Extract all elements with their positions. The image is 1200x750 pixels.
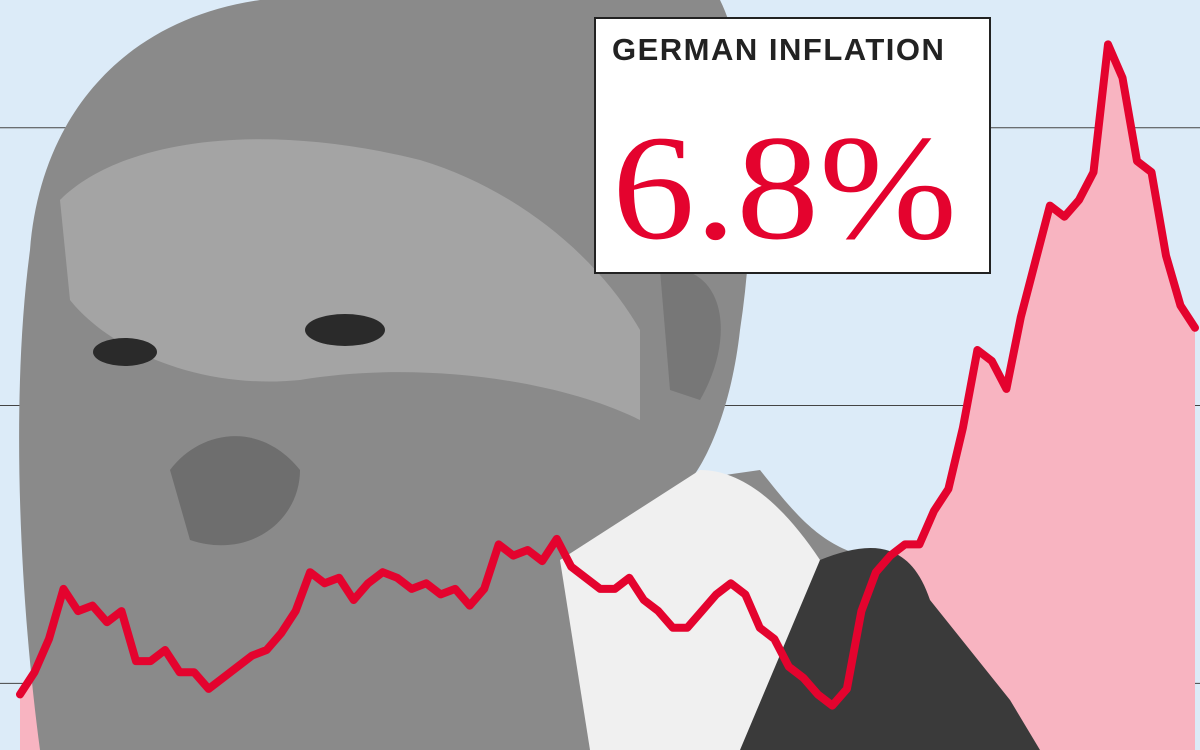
nose [170,436,300,546]
headline-value: 6.8% [612,105,957,271]
eye-left [93,338,157,366]
face-shade [60,139,640,420]
label-box [594,17,991,274]
eye-right [305,314,385,346]
suit [740,548,1040,750]
photo [19,0,1040,750]
ear [660,269,721,400]
collar [560,470,820,750]
inflation-line [16,40,1199,710]
chart-title: GERMAN INFLATION [612,32,945,67]
